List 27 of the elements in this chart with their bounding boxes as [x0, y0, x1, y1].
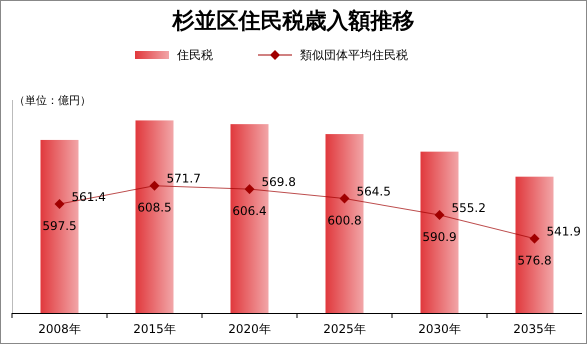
data-label: 564.5 — [356, 184, 391, 199]
data-label: 541.9 — [546, 224, 581, 239]
x-tick-label: 2030年 — [418, 322, 461, 336]
x-tick-label: 2035年 — [513, 322, 556, 336]
point — [434, 210, 444, 220]
data-label: 571.7 — [166, 172, 201, 186]
point — [54, 199, 64, 210]
chart-title: 杉並区住民税歳入額推移 — [172, 8, 414, 34]
x-tick-label: 2025年 — [323, 322, 366, 336]
x-tick-label: 2020年 — [228, 322, 271, 336]
data-label: 597.5 — [42, 219, 77, 234]
x-tick-label: 2008年 — [38, 322, 81, 336]
data-label: 576.8 — [517, 254, 552, 268]
point — [244, 184, 254, 194]
data-label: 569.8 — [262, 175, 296, 190]
data-label: 606.4 — [232, 204, 267, 218]
legend-label: 類似団体平均住民税 — [300, 48, 408, 62]
annotation: （単位：億円） — [14, 94, 91, 107]
point — [150, 180, 160, 191]
data-label: 600.8 — [327, 214, 362, 228]
data-label: 555.2 — [452, 201, 486, 216]
point — [340, 194, 350, 204]
x-tick-label: 2015年 — [133, 322, 176, 336]
data-label: 590.9 — [422, 230, 457, 244]
legend-label: 住民税 — [176, 48, 213, 62]
data-label: 608.5 — [137, 200, 172, 215]
point — [530, 234, 540, 244]
